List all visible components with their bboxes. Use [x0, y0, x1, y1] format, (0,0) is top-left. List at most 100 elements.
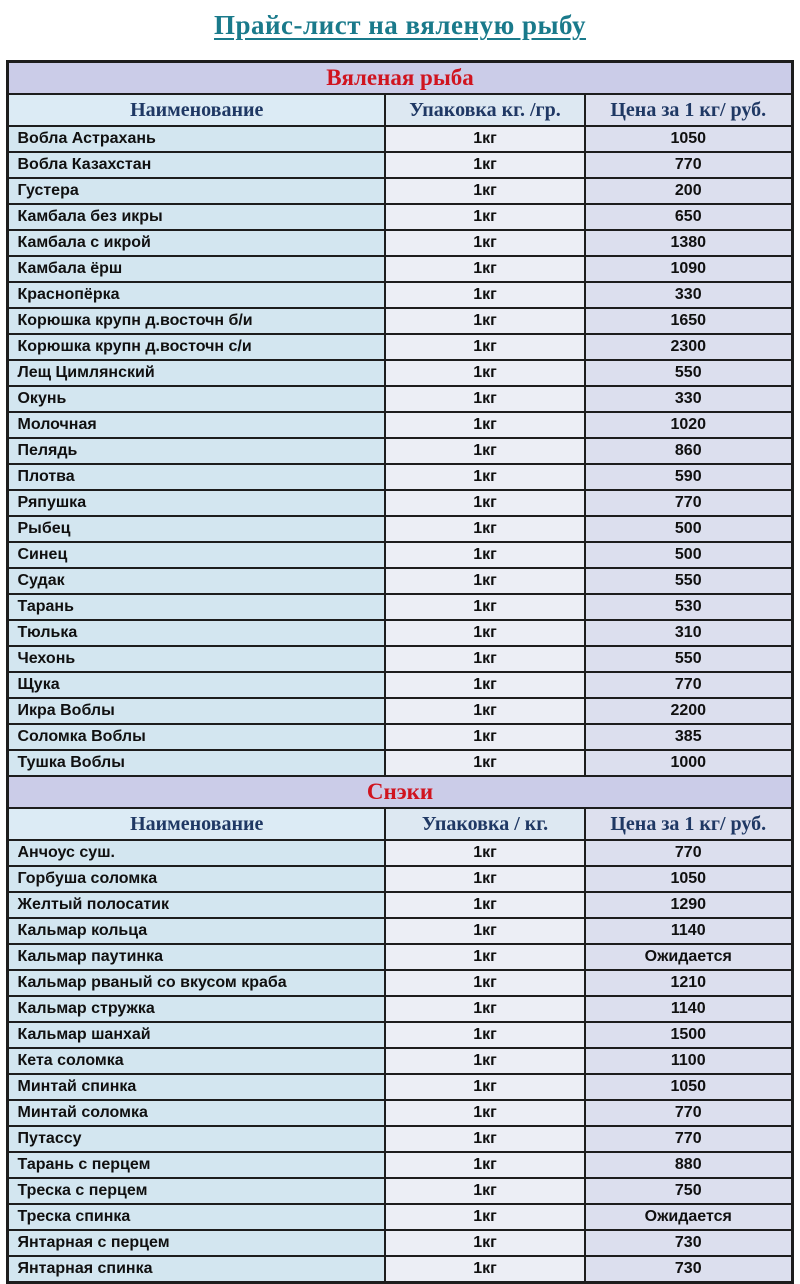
table-row: Тарань с перцем 1кг 880 — [6, 1151, 794, 1179]
table-row: Минтай соломка 1кг 770 — [6, 1099, 794, 1127]
table-row: Камбала без икры 1кг 650 — [6, 203, 794, 231]
package-cell: 1кг — [383, 1229, 586, 1257]
price-cell: 330 — [583, 281, 794, 309]
product-name-cell: Тарань с перцем — [6, 1151, 386, 1179]
package-cell: 1кг — [383, 671, 586, 699]
price-cell: 650 — [583, 203, 794, 231]
package-cell: 1кг — [383, 333, 586, 361]
product-name-cell: Горбуша соломка — [6, 865, 386, 893]
section-band: Снэки — [6, 775, 794, 809]
package-cell: 1кг — [383, 943, 586, 971]
price-cell: 730 — [583, 1255, 794, 1284]
package-cell: 1кг — [383, 1073, 586, 1101]
package-cell: 1кг — [383, 917, 586, 945]
column-header-package: Упаковка / кг. — [383, 807, 586, 841]
product-name-cell: Желтый полосатик — [6, 891, 386, 919]
table-row: Синец 1кг 500 — [6, 541, 794, 569]
product-name-cell: Вобла Казахстан — [6, 151, 386, 179]
price-cell: 770 — [583, 1099, 794, 1127]
table-row: Путассу 1кг 770 — [6, 1125, 794, 1153]
table-row: Тарань 1кг 530 — [6, 593, 794, 621]
package-cell: 1кг — [383, 1047, 586, 1075]
price-cell: 1020 — [583, 411, 794, 439]
product-name-cell: Кальмар паутинка — [6, 943, 386, 971]
package-cell: 1кг — [383, 359, 586, 387]
column-header-price: Цена за 1 кг/ руб. — [583, 807, 794, 841]
table-row: Лещ Цимлянский 1кг 550 — [6, 359, 794, 387]
product-name-cell: Кальмар стружка — [6, 995, 386, 1023]
page-title: Прайс-лист на вяленую рыбу — [213, 10, 587, 40]
price-cell: 770 — [583, 489, 794, 517]
product-name-cell: Тюлька — [6, 619, 386, 647]
product-name-cell: Окунь — [6, 385, 386, 413]
price-cell: 1290 — [583, 891, 794, 919]
price-cell: 550 — [583, 567, 794, 595]
table-row: Судак 1кг 550 — [6, 567, 794, 595]
product-name-cell: Ряпушка — [6, 489, 386, 517]
package-cell: 1кг — [383, 697, 586, 725]
package-cell: 1кг — [383, 1177, 586, 1205]
product-name-cell: Икра Воблы — [6, 697, 386, 725]
price-cell: 590 — [583, 463, 794, 491]
product-name-cell: Синец — [6, 541, 386, 569]
price-table: Вяленая рыба Наименование Упаковка кг. /гр… — [6, 60, 794, 1284]
product-name-cell: Чехонь — [6, 645, 386, 673]
product-name-cell: Анчоус суш. — [6, 839, 386, 867]
package-cell: 1кг — [383, 255, 586, 283]
product-name-cell: Корюшка крупн д.восточн б/и — [6, 307, 386, 335]
column-header-price: Цена за 1 кг/ руб. — [583, 93, 794, 127]
section-title: Вяленая рыба — [6, 60, 794, 95]
product-name-cell: Судак — [6, 567, 386, 595]
product-name-cell: Корюшка крупн д.восточн с/и — [6, 333, 386, 361]
price-cell: 750 — [583, 1177, 794, 1205]
table-row: Ряпушка 1кг 770 — [6, 489, 794, 517]
package-cell: 1кг — [383, 1021, 586, 1049]
table-row: Кальмар кольца 1кг 1140 — [6, 917, 794, 945]
product-name-cell: Треска спинка — [6, 1203, 386, 1231]
price-cell: 1090 — [583, 255, 794, 283]
package-cell: 1кг — [383, 567, 586, 595]
product-name-cell: Тарань — [6, 593, 386, 621]
table-row: Соломка Воблы 1кг 385 — [6, 723, 794, 751]
package-cell: 1кг — [383, 1151, 586, 1179]
package-cell: 1кг — [383, 515, 586, 543]
table-row: Желтый полосатик 1кг 1290 — [6, 891, 794, 919]
price-cell: Ожидается — [583, 1203, 794, 1231]
product-name-cell: Лещ Цимлянский — [6, 359, 386, 387]
package-cell: 1кг — [383, 1099, 586, 1127]
product-name-cell: Кальмар кольца — [6, 917, 386, 945]
product-name-cell: Плотва — [6, 463, 386, 491]
price-cell: 500 — [583, 541, 794, 569]
table-row: Корюшка крупн д.восточн б/и 1кг 1650 — [6, 307, 794, 335]
price-cell: 2300 — [583, 333, 794, 361]
product-name-cell: Минтай соломка — [6, 1099, 386, 1127]
price-cell: 1050 — [583, 1073, 794, 1101]
package-cell: 1кг — [383, 437, 586, 465]
price-cell: 1140 — [583, 917, 794, 945]
section-band: Вяленая рыба — [6, 60, 794, 95]
price-cell: 1050 — [583, 125, 794, 153]
price-cell: 200 — [583, 177, 794, 205]
package-cell: 1кг — [383, 995, 586, 1023]
package-cell: 1кг — [383, 385, 586, 413]
table-row: Горбуша соломка 1кг 1050 — [6, 865, 794, 893]
price-cell: 1140 — [583, 995, 794, 1023]
table-row: Кальмар стружка 1кг 1140 — [6, 995, 794, 1023]
package-cell: 1кг — [383, 749, 586, 777]
price-cell: 1210 — [583, 969, 794, 997]
table-row: Треска с перцем 1кг 750 — [6, 1177, 794, 1205]
price-cell: 770 — [583, 671, 794, 699]
price-cell: 730 — [583, 1229, 794, 1257]
package-cell: 1кг — [383, 891, 586, 919]
table-row: Тюлька 1кг 310 — [6, 619, 794, 647]
price-cell: 1050 — [583, 865, 794, 893]
table-row: Треска спинка 1кг Ожидается — [6, 1203, 794, 1231]
price-cell: 1500 — [583, 1021, 794, 1049]
package-cell: 1кг — [383, 541, 586, 569]
price-cell: Ожидается — [583, 943, 794, 971]
table-row: Корюшка крупн д.восточн с/и 1кг 2300 — [6, 333, 794, 361]
package-cell: 1кг — [383, 125, 586, 153]
price-cell: 880 — [583, 1151, 794, 1179]
product-name-cell: Минтай спинка — [6, 1073, 386, 1101]
table-row: Янтарная спинка 1кг 730 — [6, 1255, 794, 1284]
